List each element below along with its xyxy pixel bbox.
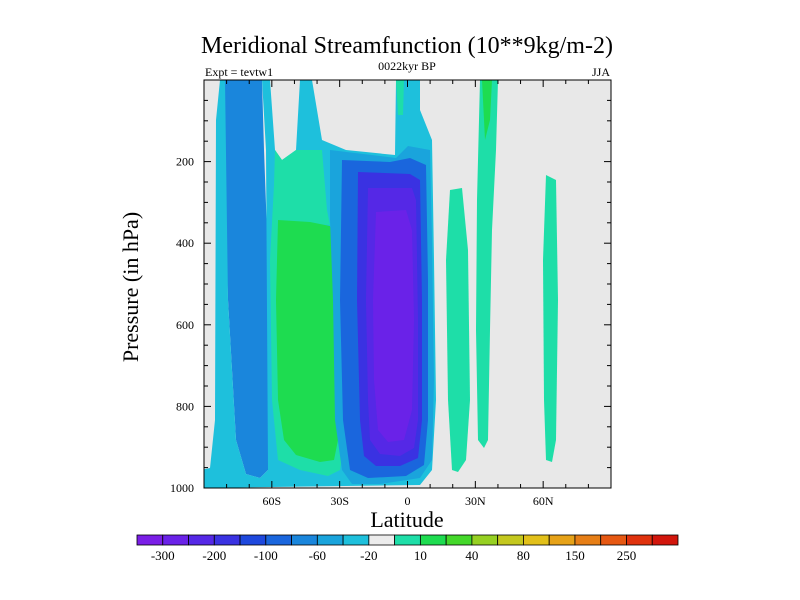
x-tick-label: 30N	[465, 494, 486, 508]
y-tick-label: 600	[176, 318, 194, 332]
y-tick-label: 400	[176, 236, 194, 250]
chart-title: Meridional Streamfunction (10**9kg/m-2)	[201, 33, 613, 59]
x-axis-label: Latitude	[370, 507, 443, 532]
colorbar	[136, 534, 679, 546]
colorbar-swatch	[136, 534, 164, 546]
colorbar-swatch	[368, 534, 396, 546]
contour-sh-ferrel-core	[276, 220, 342, 462]
colorbar-swatch	[574, 534, 602, 546]
colorbar-label: 250	[617, 548, 637, 563]
experiment-label: Expt = tevtw1	[205, 65, 273, 79]
colorbar-swatch	[265, 534, 292, 546]
colorbar-label: -300	[151, 548, 175, 563]
colorbar-swatch	[342, 534, 370, 546]
x-tick-label: 60S	[262, 494, 281, 508]
x-tick-labels: 60S 30S 0 30N 60N	[262, 494, 553, 508]
y-tick-labels: 200 400 600 800 1000	[170, 155, 194, 495]
y-tick-label: 200	[176, 155, 194, 169]
contour-hadley-300	[373, 210, 414, 442]
contour-nh-strip-3	[476, 80, 498, 448]
colorbar-label: 40	[465, 548, 478, 563]
colorbar-label: 150	[565, 548, 585, 563]
colorbar-swatch	[162, 534, 189, 546]
y-tick-label: 1000	[170, 481, 194, 495]
contour-sh-polar-cell	[224, 80, 270, 478]
colorbar-swatch	[213, 534, 241, 546]
colorbar-swatch	[316, 534, 344, 546]
colorbar-swatch	[548, 534, 576, 546]
season-label: JJA	[592, 65, 610, 79]
x-tick-label: 30S	[330, 494, 349, 508]
contour-nh-strip-1	[396, 80, 404, 115]
axis-ticks	[204, 80, 611, 489]
contour-nh-strip-4	[543, 175, 558, 462]
y-axis-label: Pressure (in hPa)	[118, 212, 143, 362]
colorbar-swatch	[523, 534, 550, 546]
x-tick-label: 0	[405, 494, 411, 508]
colorbar-swatch	[497, 534, 524, 546]
y-tick-label: 800	[176, 399, 194, 413]
period-label: 0022kyr BP	[378, 59, 436, 73]
colorbar-label: 80	[517, 548, 530, 563]
colorbar-swatch	[626, 534, 653, 546]
colorbar-swatch	[600, 534, 627, 546]
colorbar-swatch	[651, 534, 679, 546]
colorbar-label: -20	[360, 548, 377, 563]
colorbar-label: -200	[202, 548, 226, 563]
x-tick-label: 60N	[533, 494, 554, 508]
colorbar-swatch	[291, 534, 318, 546]
contour-green-cap-left	[274, 150, 330, 225]
colorbar-swatch	[394, 534, 421, 546]
contour-fills	[204, 80, 558, 488]
contour-nh-strip-2	[446, 188, 470, 472]
colorbar-swatch	[471, 534, 499, 546]
colorbar-label: -100	[254, 548, 278, 563]
colorbar-swatch	[188, 534, 215, 546]
colorbar-swatch	[239, 534, 267, 546]
colorbar-label: 10	[414, 548, 427, 563]
colorbar-labels: -300 -200 -100 -60 -20 10 40 80 150 250	[151, 548, 636, 563]
colorbar-swatch	[419, 534, 447, 546]
contour-nh-strip-3-core	[482, 80, 492, 140]
colorbar-label: -60	[309, 548, 326, 563]
colorbar-swatch	[445, 534, 473, 546]
